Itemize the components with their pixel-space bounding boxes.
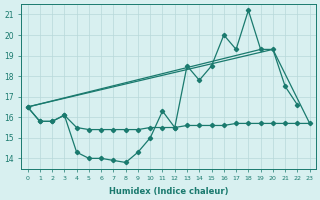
X-axis label: Humidex (Indice chaleur): Humidex (Indice chaleur) [109,187,228,196]
